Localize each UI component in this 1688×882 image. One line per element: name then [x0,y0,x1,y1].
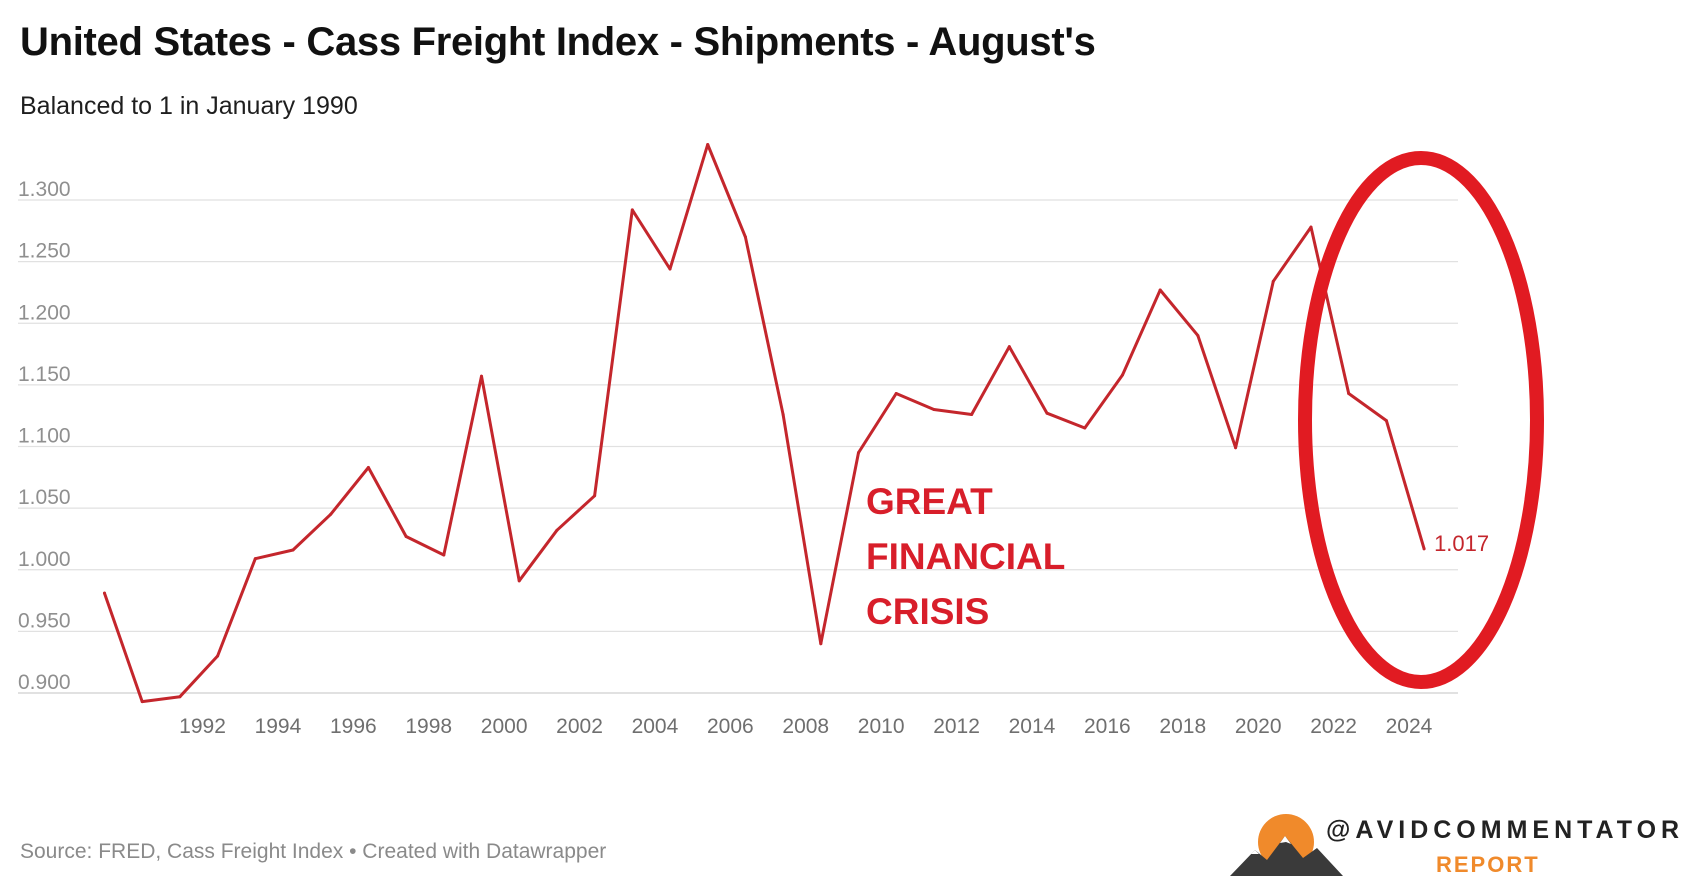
x-tick-label: 2018 [1159,715,1206,738]
data-point-2004 [630,208,634,212]
y-tick-label: 1.150 [18,363,71,386]
data-point-2019 [1196,334,1200,338]
data-point-2002 [555,528,559,532]
data-point-1993 [216,654,220,658]
y-tick-label: 0.950 [18,609,71,632]
chart-subtitle: Balanced to 1 in January 1990 [20,92,358,120]
y-tick-label: 1.000 [18,548,71,571]
line-chart: 1.300 1.250 1.200 1.150 1.100 1.050 1.000 0.950… [18,143,1544,738]
x-tick-label: 2004 [632,715,679,738]
annotation-line: CRISIS [866,591,989,632]
x-axis-ticks: 1992 1994 1996 1998 2000 2002 2004 2006 2008 2010… [179,715,1433,738]
annotation-line: GREAT [866,481,993,522]
series-line [103,143,1426,704]
data-point-2025 [1422,547,1426,551]
source-note: Source: FRED, Cass Freight Index • Creat… [20,840,607,863]
data-point-2021 [1271,279,1275,283]
x-tick-label: 2010 [858,715,905,738]
data-point-2003 [593,494,597,498]
brand-logo [1230,814,1343,876]
x-tick-label: 2016 [1084,715,1131,738]
data-point-2023 [1347,392,1351,396]
brand-name: @AVIDCOMMENTATOR [1326,816,1685,844]
mountain-logo-icon [1230,814,1343,876]
x-tick-label: 2020 [1235,715,1282,738]
data-point-1999 [442,553,446,557]
annotation-line: FINANCIAL [866,536,1065,577]
y-tick-label: 1.100 [18,425,71,448]
x-tick-label: 2014 [1009,715,1056,738]
x-tick-label: 2024 [1386,715,1433,738]
data-point-1994 [253,557,257,561]
data-point-1992 [178,695,182,699]
y-tick-label: 1.200 [18,301,71,324]
data-point-2020 [1234,446,1238,450]
data-point-2014 [1007,345,1011,349]
data-point-1997 [366,465,370,469]
x-tick-label: 1994 [255,715,302,738]
x-tick-label: 2006 [707,715,754,738]
x-tick-label: 2012 [933,715,980,738]
data-point-2016 [1083,426,1087,430]
data-point-2001 [517,579,521,583]
data-point-2017 [1120,373,1124,377]
data-point-2010 [857,451,861,455]
x-tick-label: 1992 [179,715,226,738]
data-point-2008 [781,412,785,416]
chart-title: United States - Cass Freight Index - Shi… [20,20,1096,64]
y-tick-label: 1.300 [18,178,71,201]
data-point-2009 [819,642,823,646]
y-tick-label: 0.900 [18,671,71,694]
data-point-2006 [706,143,710,147]
data-point-2012 [932,408,936,412]
y-axis-ticks: 1.300 1.250 1.200 1.150 1.100 1.050 1.000 0.950… [18,178,71,694]
y-tick-label: 1.250 [18,240,71,263]
data-point-1990 [103,591,106,595]
brand-sub: REPORT [1436,852,1540,877]
last-value-label: 1.017 [1434,531,1489,556]
data-point-2015 [1045,411,1049,415]
data-point-2022 [1309,225,1313,229]
data-point-1998 [404,534,408,538]
highlight-circle [1298,151,1544,689]
series-points [103,143,1426,704]
data-point-2007 [743,235,747,239]
data-point-2018 [1158,288,1162,292]
gridlines [18,199,1458,694]
mountains-icon [1230,836,1343,876]
x-tick-label: 2022 [1310,715,1357,738]
x-tick-label: 1998 [405,715,452,738]
x-tick-label: 2000 [481,715,528,738]
x-tick-label: 2008 [782,715,829,738]
data-point-2005 [668,267,672,271]
data-point-1996 [329,512,333,516]
data-point-2024 [1384,419,1388,423]
data-point-2013 [970,412,974,416]
data-point-1991 [140,700,144,704]
y-tick-label: 1.050 [18,486,71,509]
x-tick-label: 1996 [330,715,377,738]
gfc-annotation: GREAT FINANCIAL CRISIS [866,481,1065,632]
x-tick-label: 2002 [556,715,603,738]
data-point-1995 [291,548,295,552]
data-point-2011 [894,392,898,396]
data-point-2000 [480,374,484,378]
